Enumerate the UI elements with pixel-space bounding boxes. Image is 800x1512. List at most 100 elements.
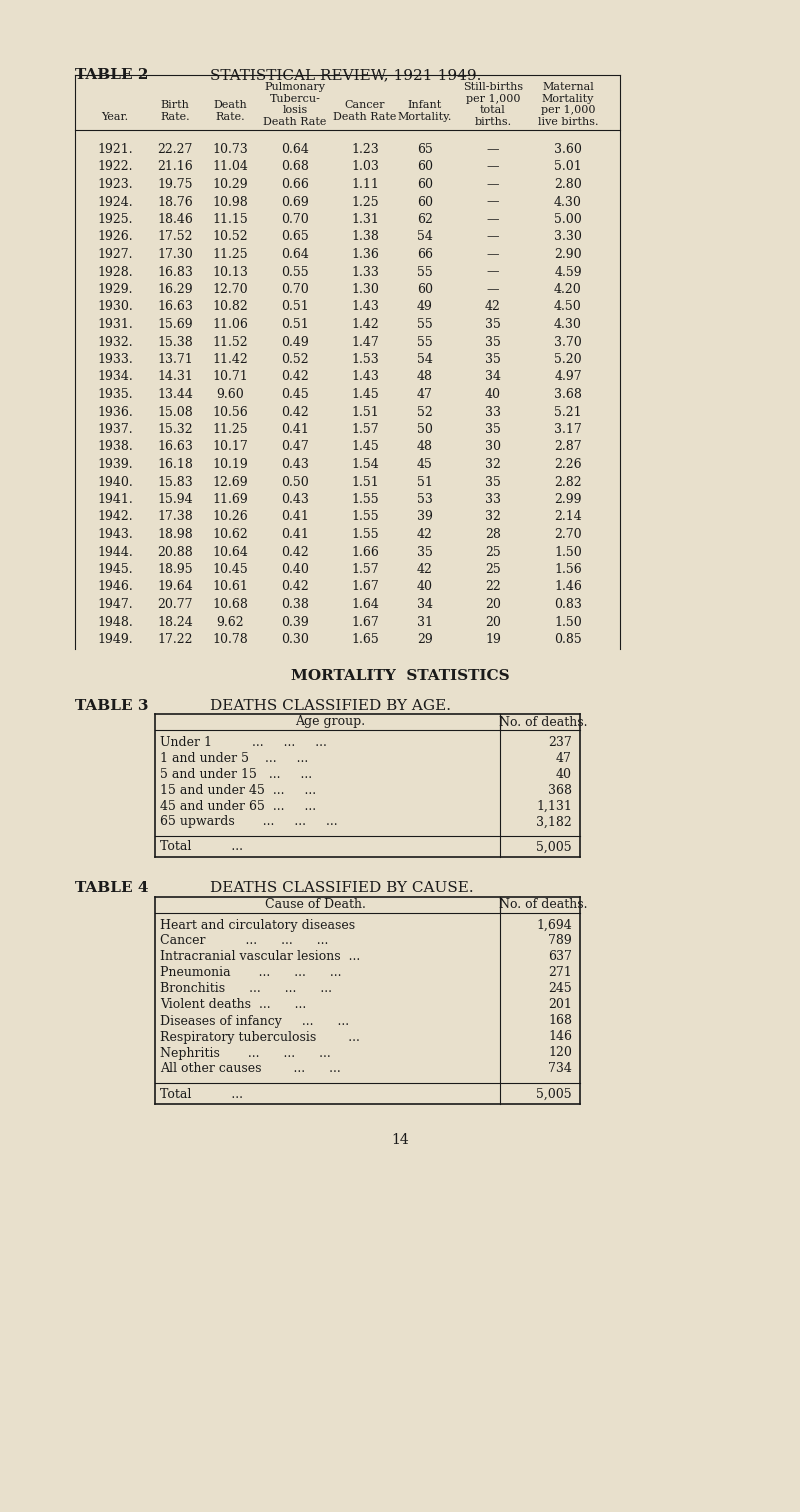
Text: 53: 53 [417,493,433,507]
Text: 47: 47 [417,389,433,401]
Text: 2.80: 2.80 [554,178,582,191]
Text: 17.38: 17.38 [157,511,193,523]
Text: 0.64: 0.64 [281,248,309,262]
Text: 18.98: 18.98 [157,528,193,541]
Text: 1.57: 1.57 [351,562,379,576]
Text: 5 and under 15   ...     ...: 5 and under 15 ... ... [160,768,312,780]
Text: All other causes        ...      ...: All other causes ... ... [160,1063,341,1075]
Text: 0.70: 0.70 [281,213,309,225]
Text: 25: 25 [485,562,501,576]
Text: 1.43: 1.43 [351,301,379,313]
Text: 11.69: 11.69 [212,493,248,507]
Text: 0.69: 0.69 [281,195,309,209]
Text: 120: 120 [548,1046,572,1060]
Text: 1.30: 1.30 [351,283,379,296]
Text: 55: 55 [417,336,433,348]
Text: 11.06: 11.06 [212,318,248,331]
Text: 35: 35 [485,352,501,366]
Text: 271: 271 [548,966,572,980]
Text: 1.55: 1.55 [351,493,379,507]
Text: 1926.: 1926. [97,230,133,243]
Text: 10.45: 10.45 [212,562,248,576]
Text: 40: 40 [556,768,572,780]
Text: 1942.: 1942. [97,511,133,523]
Text: 1939.: 1939. [97,458,133,472]
Text: 11.42: 11.42 [212,352,248,366]
Text: 10.19: 10.19 [212,458,248,472]
Text: 1.50: 1.50 [554,546,582,558]
Text: 35: 35 [485,318,501,331]
Text: 14: 14 [391,1134,409,1148]
Text: 0.42: 0.42 [281,370,309,384]
Text: Birth
Rate.: Birth Rate. [160,100,190,121]
Text: Maternal
Mortality
per 1,000
live births.: Maternal Mortality per 1,000 live births… [538,82,598,127]
Text: 1.36: 1.36 [351,248,379,262]
Text: 52: 52 [417,405,433,419]
Text: 1.25: 1.25 [351,195,379,209]
Text: 10.17: 10.17 [212,440,248,454]
Text: 3.70: 3.70 [554,336,582,348]
Text: 15.94: 15.94 [157,493,193,507]
Text: 1.11: 1.11 [351,178,379,191]
Text: 3.30: 3.30 [554,230,582,243]
Text: 5,005: 5,005 [536,1087,572,1101]
Text: 10.52: 10.52 [212,230,248,243]
Text: Total          ...: Total ... [160,841,243,853]
Text: 0.49: 0.49 [281,336,309,348]
Text: 34: 34 [417,599,433,611]
Text: 0.45: 0.45 [281,389,309,401]
Text: 1.53: 1.53 [351,352,379,366]
Text: 0.47: 0.47 [281,440,309,454]
Text: 1943.: 1943. [97,528,133,541]
Text: 60: 60 [417,283,433,296]
Text: 1949.: 1949. [97,634,133,646]
Text: 0.52: 0.52 [281,352,309,366]
Text: 22.27: 22.27 [158,144,193,156]
Text: 1940.: 1940. [97,475,133,488]
Text: 0.30: 0.30 [281,634,309,646]
Text: 10.78: 10.78 [212,634,248,646]
Text: 1.56: 1.56 [554,562,582,576]
Text: 15.69: 15.69 [157,318,193,331]
Text: 1925.: 1925. [98,213,133,225]
Text: —: — [486,283,499,296]
Text: 168: 168 [548,1015,572,1028]
Text: 54: 54 [417,230,433,243]
Text: 10.68: 10.68 [212,599,248,611]
Text: 22: 22 [485,581,501,594]
Text: Year.: Year. [102,112,129,122]
Text: DEATHS CLASSIFIED BY CAUSE.: DEATHS CLASSIFIED BY CAUSE. [210,881,474,895]
Text: Total          ...: Total ... [160,1087,243,1101]
Text: 1,694: 1,694 [536,918,572,931]
Text: 20: 20 [485,599,501,611]
Text: 10.61: 10.61 [212,581,248,594]
Text: 16.63: 16.63 [157,440,193,454]
Text: 10.71: 10.71 [212,370,248,384]
Text: 5.21: 5.21 [554,405,582,419]
Text: 1922.: 1922. [98,160,133,174]
Text: MORTALITY  STATISTICS: MORTALITY STATISTICS [290,668,510,682]
Text: 13.71: 13.71 [157,352,193,366]
Text: 4.97: 4.97 [554,370,582,384]
Text: 39: 39 [417,511,433,523]
Text: 0.41: 0.41 [281,423,309,435]
Text: Diseases of infancy     ...      ...: Diseases of infancy ... ... [160,1015,349,1028]
Text: 5,005: 5,005 [536,841,572,853]
Text: 30: 30 [485,440,501,454]
Text: 0.66: 0.66 [281,178,309,191]
Text: No. of deaths.: No. of deaths. [498,715,587,729]
Text: 28: 28 [485,528,501,541]
Text: 10.29: 10.29 [212,178,248,191]
Text: 1.65: 1.65 [351,634,379,646]
Text: 11.52: 11.52 [212,336,248,348]
Text: 4.30: 4.30 [554,195,582,209]
Text: 1.54: 1.54 [351,458,379,472]
Text: 368: 368 [548,783,572,797]
Text: 1.33: 1.33 [351,266,379,278]
Text: 15.83: 15.83 [157,475,193,488]
Text: 25: 25 [485,546,501,558]
Text: 16.18: 16.18 [157,458,193,472]
Text: 1930.: 1930. [97,301,133,313]
Text: 3.68: 3.68 [554,389,582,401]
Text: TABLE 3: TABLE 3 [75,699,149,712]
